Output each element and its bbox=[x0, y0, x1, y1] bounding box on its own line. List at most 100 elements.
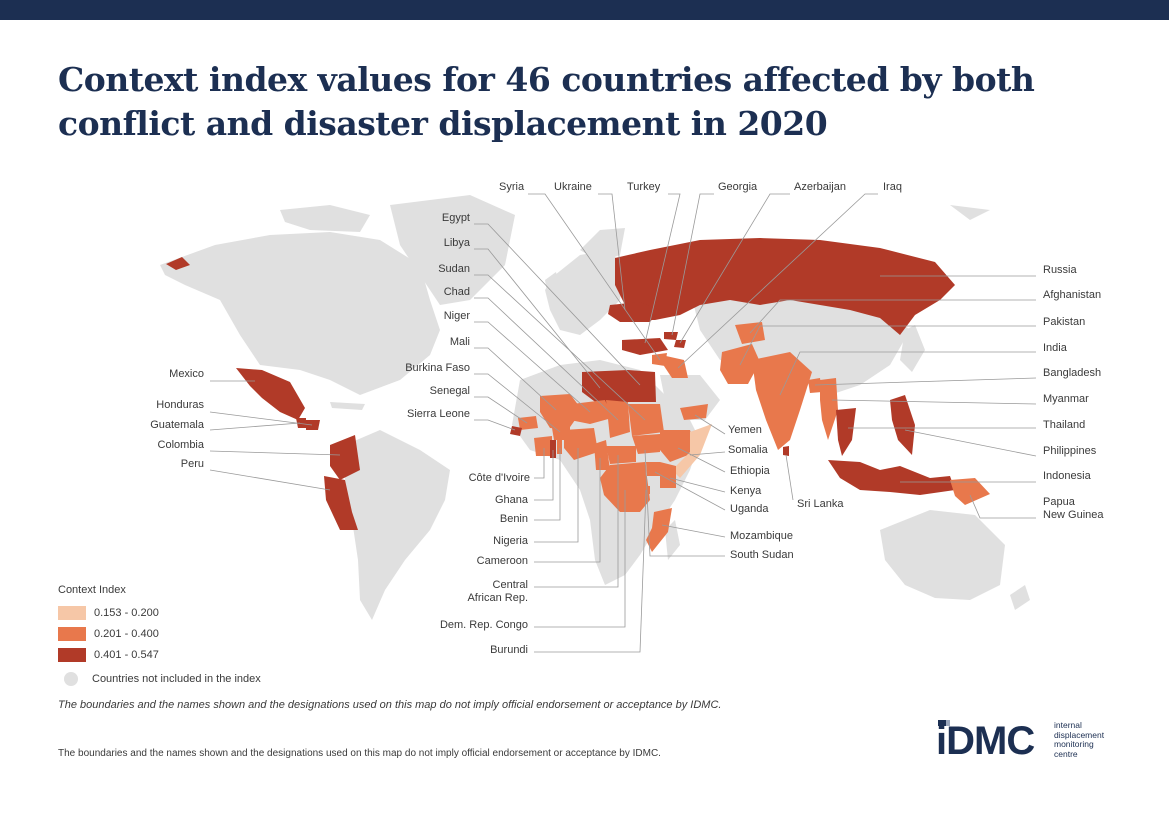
png-shape bbox=[950, 478, 990, 505]
leader-lines bbox=[209, 193, 1037, 653]
logo-text-line1: internal bbox=[1054, 720, 1082, 730]
map-title: Context index values for 46 countries af… bbox=[58, 60, 1035, 143]
label-chad: Chad bbox=[443, 286, 470, 298]
leader-georgia bbox=[671, 193, 714, 336]
legend-label-high: 0.401 - 0.547 bbox=[94, 648, 159, 661]
leader-benin bbox=[534, 448, 561, 521]
leader-pakistan bbox=[739, 325, 1036, 366]
label-mexico: Mexico bbox=[169, 368, 204, 380]
label-cameroon: Cameroon bbox=[476, 555, 528, 567]
leader-png bbox=[969, 494, 1036, 519]
myanmar-shape bbox=[820, 378, 838, 440]
label-turkey: Turkey bbox=[627, 181, 661, 193]
label-libya: Libya bbox=[443, 237, 470, 249]
japan-shape bbox=[900, 325, 925, 372]
leader-cameroon bbox=[534, 458, 601, 563]
australia-shape bbox=[880, 510, 1005, 600]
turkey-shape bbox=[622, 338, 668, 355]
leader-india bbox=[779, 351, 1036, 396]
leader-ukraine bbox=[598, 193, 626, 311]
bangladesh-shape bbox=[808, 378, 822, 393]
pakistan-shape bbox=[720, 344, 760, 384]
leader-mali bbox=[474, 347, 557, 411]
leader-egypt bbox=[474, 223, 641, 386]
label-benin: Benin bbox=[499, 513, 528, 525]
senegal-shape bbox=[518, 416, 538, 430]
nigeria-shape bbox=[564, 428, 598, 460]
legend-label-not-included: Countries not included in the index bbox=[92, 672, 261, 685]
legend-item-mid: 0.201 - 0.400 bbox=[58, 623, 261, 644]
header-bar bbox=[0, 0, 1169, 20]
leader-niger bbox=[474, 321, 591, 413]
leader-south-sudan bbox=[644, 449, 725, 557]
leader-guatemala bbox=[209, 422, 301, 431]
leader-somalia bbox=[689, 451, 726, 456]
indonesia-shape bbox=[828, 460, 955, 495]
label-sierra-leone: Sierra Leone bbox=[407, 408, 470, 420]
colombia-shape bbox=[330, 435, 360, 480]
sri-lanka-shape bbox=[783, 446, 789, 456]
sierra-leone-shape bbox=[510, 426, 522, 436]
label-colombia: Colombia bbox=[157, 439, 204, 451]
drc-shape bbox=[600, 462, 650, 512]
cuba-shape bbox=[330, 402, 365, 410]
legend-item-high: 0.401 - 0.547 bbox=[58, 644, 261, 665]
peru-shape bbox=[324, 476, 358, 530]
legend-swatch-low bbox=[58, 605, 86, 620]
north-america-shape bbox=[160, 232, 440, 395]
yemen-shape bbox=[680, 404, 708, 420]
legend: Context Index 0.153 - 0.200 0.201 - 0.40… bbox=[58, 584, 261, 689]
label-ukraine: Ukraine bbox=[554, 181, 592, 193]
leader-afghanistan bbox=[749, 299, 1036, 334]
label-guatemala: Guatemala bbox=[150, 419, 204, 431]
leader-kenya bbox=[669, 477, 726, 493]
label-nigeria: Nigeria bbox=[493, 535, 528, 547]
legend-label-low: 0.153 - 0.200 bbox=[94, 606, 159, 619]
label-ghana: Ghana bbox=[494, 494, 528, 506]
guatemala-shape bbox=[296, 418, 306, 428]
legend-dot-not-included bbox=[64, 671, 78, 686]
uk-shape bbox=[545, 272, 560, 298]
disclaimer-italic: The boundaries and the names shown and t… bbox=[58, 699, 722, 711]
label-papua-new-guinea: Papua New Guinea bbox=[1043, 496, 1104, 521]
leader-ethiopia bbox=[677, 447, 726, 473]
leader-azerbaijan bbox=[679, 193, 790, 344]
leader-peru bbox=[209, 469, 331, 491]
label-dem-rep-congo: Dem. Rep. Congo bbox=[439, 619, 528, 631]
label-mozambique: Mozambique bbox=[730, 530, 793, 542]
benin-shape bbox=[557, 440, 562, 454]
label-egypt: Egypt bbox=[441, 212, 470, 224]
logo-text-line2: displacement bbox=[1054, 729, 1105, 740]
label-bangladesh: Bangladesh bbox=[1043, 367, 1102, 379]
legend-item-not-included: Countries not included in the index bbox=[58, 668, 261, 689]
leader-burkina bbox=[474, 373, 561, 433]
leader-libya bbox=[474, 248, 601, 389]
label-sri-lanka: Sri Lanka bbox=[797, 498, 844, 510]
label-somalia: Somalia bbox=[728, 444, 768, 456]
leader-chad bbox=[474, 297, 619, 421]
antarctica-hint-shape bbox=[950, 205, 990, 220]
leader-sri-lanka bbox=[785, 454, 794, 501]
russia-shape bbox=[615, 238, 955, 335]
label-thailand: Thailand bbox=[1043, 419, 1086, 431]
label-central-african-rep: Central African Rep. bbox=[467, 579, 528, 604]
label-syria: Syria bbox=[499, 181, 525, 193]
legend-label-mid: 0.201 - 0.400 bbox=[94, 627, 159, 640]
leader-cote bbox=[534, 448, 545, 479]
label-south-sudan: South Sudan bbox=[730, 549, 794, 561]
ukraine-shape bbox=[608, 302, 660, 322]
label-yemen: Yemen bbox=[728, 424, 762, 436]
cameroon-shape bbox=[594, 440, 610, 470]
logo-text-line3: monitoring bbox=[1054, 739, 1094, 749]
label-niger: Niger bbox=[443, 310, 470, 322]
label-russia: Russia bbox=[1043, 264, 1077, 276]
leader-car bbox=[534, 455, 619, 588]
leader-syria bbox=[528, 193, 661, 361]
label-sudan: Sudan bbox=[438, 263, 470, 275]
label-indonesia: Indonesia bbox=[1043, 470, 1091, 482]
somalia-shape bbox=[672, 424, 712, 478]
canada-islands-shape bbox=[280, 205, 370, 232]
ghana-shape bbox=[550, 440, 556, 458]
leader-mozambique bbox=[661, 524, 726, 538]
label-afghanistan: Afghanistan bbox=[1043, 289, 1102, 301]
